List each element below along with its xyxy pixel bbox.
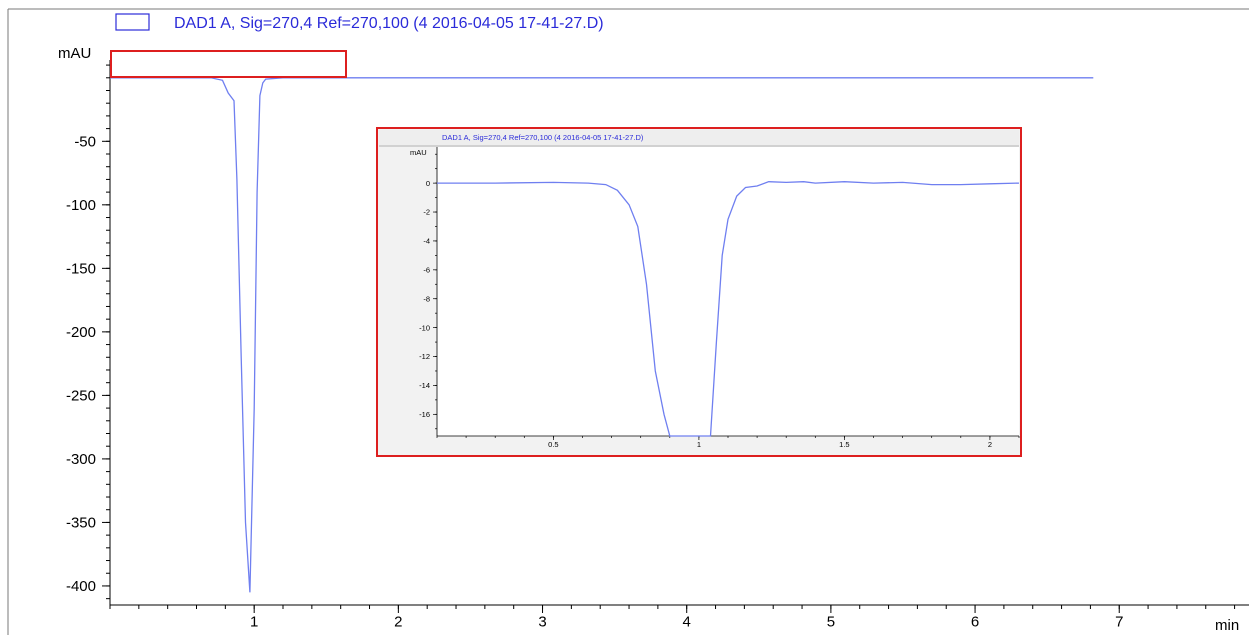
y-tick-label: -300 <box>66 451 96 468</box>
y-tick-label: -4 <box>423 237 430 246</box>
y-tick-label: -200 <box>66 324 96 341</box>
x-tick-label: 7 <box>1115 614 1123 631</box>
main-series-line <box>110 77 1094 593</box>
y-tick-label: -10 <box>419 323 430 332</box>
x-tick-label: 2 <box>988 440 992 449</box>
y-tick-label: -8 <box>423 294 430 303</box>
inset-y-axis-label: mAU <box>410 148 427 157</box>
y-tick-label: -250 <box>66 388 96 405</box>
inset-series-line <box>437 181 1020 437</box>
legend-label: DAD1 A, Sig=270,4 Ref=270,100 (4 2016-04… <box>174 15 604 32</box>
zoom-region-box <box>110 50 347 78</box>
x-tick-label: 3 <box>538 614 546 631</box>
y-tick-label: -100 <box>66 197 96 214</box>
legend-swatch <box>115 13 150 31</box>
main-y-ticks: -50 -100 -150 -200 -250 -300 -350 -400 <box>66 64 110 600</box>
y-tick-label: -50 <box>74 134 96 151</box>
inset-legend-label: DAD1 A, Sig=270,4 Ref=270,100 (4 2016-04… <box>442 133 644 142</box>
y-tick-label: 0 <box>426 179 430 188</box>
main-y-axis-label: mAU <box>58 45 91 62</box>
inset-plot-area <box>437 147 1019 436</box>
y-tick-label: -400 <box>66 578 96 595</box>
y-tick-label: -12 <box>419 352 430 361</box>
x-tick-label: 1 <box>697 440 701 449</box>
x-tick-label: 6 <box>971 614 979 631</box>
x-tick-label: 1.5 <box>839 440 849 449</box>
main-x-ticks: 1 2 3 4 5 6 7 <box>109 605 1236 631</box>
x-tick-label: 0.5 <box>548 440 558 449</box>
inset-x-ticks: 0.5 1 1.5 2 <box>436 436 1020 449</box>
x-tick-label: 5 <box>827 614 835 631</box>
y-tick-label: -2 <box>423 208 430 217</box>
x-tick-label: 1 <box>250 614 258 631</box>
y-tick-label: -14 <box>419 381 430 390</box>
x-tick-label: 4 <box>683 614 691 631</box>
y-tick-label: -150 <box>66 261 96 278</box>
y-tick-label: -6 <box>423 265 430 274</box>
inset-title-bar <box>379 130 1019 145</box>
inset-panel: DAD1 A, Sig=270,4 Ref=270,100 (4 2016-04… <box>376 127 1022 457</box>
x-tick-label: 2 <box>394 614 402 631</box>
main-x-axis-label: min <box>1215 617 1239 634</box>
y-tick-label: -350 <box>66 515 96 532</box>
inset-y-ticks: 0 -2 -4 -6 -8 -10 -12 -14 -16 <box>419 153 437 430</box>
y-tick-label: -16 <box>419 410 430 419</box>
